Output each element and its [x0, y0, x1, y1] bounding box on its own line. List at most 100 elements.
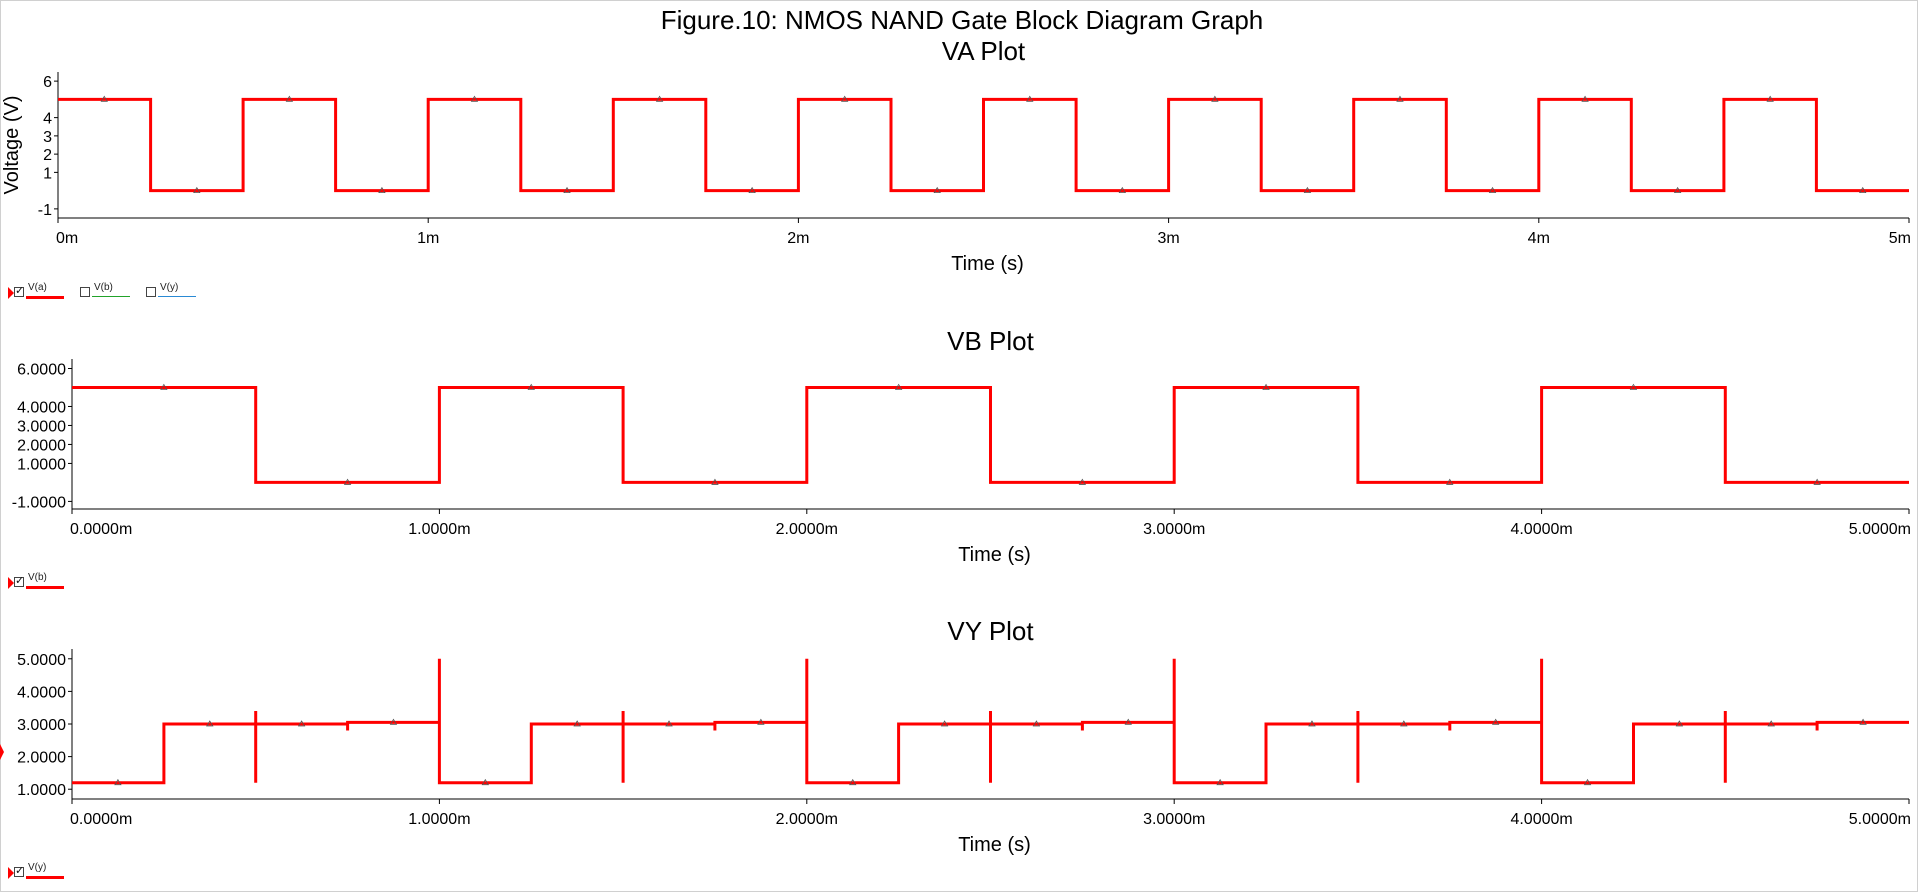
data-point-marker — [573, 720, 581, 727]
plot-3: VY Plot 5.0000 4.0000 3.0000 2.0000 1.00000.0… — [17, 616, 1911, 856]
data-point-marker — [1859, 186, 1867, 194]
y-tick-label: 1 — [43, 165, 52, 182]
legend-label: V(y) — [28, 862, 47, 873]
data-point-marker — [481, 778, 490, 786]
selected-arrow-icon — [8, 867, 14, 879]
legend-item-va[interactable]: V(a) — [8, 282, 68, 300]
legend-label: V(y) — [160, 282, 179, 293]
legend-checkbox[interactable] — [14, 864, 24, 877]
x-tick-label: 0m — [56, 230, 78, 247]
legend-item-vy[interactable]: V(y) — [8, 862, 68, 880]
data-point-marker — [1308, 720, 1316, 727]
legend-item-vb[interactable]: V(b) — [74, 282, 134, 300]
y-tick-label: -1 — [38, 202, 52, 219]
data-point-marker — [114, 778, 122, 786]
data-point-marker — [894, 383, 903, 390]
data-point-marker — [1767, 720, 1775, 727]
x-tick-label: 3.0000m — [1143, 811, 1205, 828]
series-line-vy — [72, 658, 1909, 785]
plot-title: VA Plot — [942, 36, 1026, 66]
legend-swatch — [26, 586, 64, 589]
y-tick-label: 4.0000 — [17, 684, 66, 701]
x-tick-label: 2.0000m — [776, 521, 838, 538]
data-point-marker — [1216, 778, 1224, 786]
figure-title: Figure.10: NMOS NAND Gate Block Diagram … — [661, 5, 1264, 35]
legend-item-vy[interactable]: V(y) — [140, 282, 200, 300]
legend-checkbox[interactable] — [14, 284, 24, 297]
x-axis-label: Time (s) — [951, 253, 1024, 275]
data-point-marker — [940, 720, 949, 727]
data-point-marker — [711, 478, 719, 485]
legend-swatch — [26, 296, 64, 299]
y-tick-label: 2 — [43, 147, 52, 164]
legend-checkbox[interactable] — [146, 287, 156, 297]
y-tick-label: 3.0000 — [17, 418, 66, 435]
y-tick-label: 1.0000 — [17, 782, 66, 799]
y-tick-label: 3 — [43, 129, 52, 146]
data-point-marker — [1262, 383, 1270, 390]
data-point-marker — [1581, 95, 1589, 102]
data-point-marker — [1813, 478, 1821, 485]
data-point-marker — [1446, 478, 1454, 485]
legend-item-vb[interactable]: V(b) — [8, 572, 68, 590]
data-point-marker — [1124, 718, 1132, 725]
selected-arrow-icon — [8, 287, 14, 299]
data-point-marker — [1396, 95, 1404, 102]
x-axis-label: Time (s) — [958, 834, 1031, 856]
x-tick-label: 3m — [1157, 230, 1179, 247]
data-point-marker — [527, 383, 535, 390]
x-axis-label: Time (s) — [958, 544, 1031, 566]
y-tick-label: -1.0000 — [12, 494, 66, 511]
selected-arrow-icon — [8, 577, 14, 589]
data-point-marker — [1118, 186, 1127, 194]
data-point-marker — [1583, 778, 1592, 786]
legend-label: V(a) — [28, 282, 47, 293]
y-tick-label: 6.0000 — [17, 361, 66, 378]
y-tick-label: 4.0000 — [17, 399, 66, 416]
data-point-marker — [1488, 186, 1497, 194]
data-point-marker — [1491, 718, 1500, 725]
data-point-marker — [206, 720, 214, 727]
y-tick-label: 5.0000 — [17, 652, 66, 669]
legend-swatch — [26, 876, 64, 879]
active-plot-marker — [0, 744, 4, 760]
data-point-marker — [100, 95, 108, 102]
data-point-marker — [1673, 186, 1682, 194]
data-point-marker — [748, 186, 756, 194]
x-tick-label: 1.0000m — [408, 521, 470, 538]
y-tick-label: 2.0000 — [17, 750, 66, 767]
legend-checkbox[interactable] — [14, 574, 24, 587]
x-tick-label: 5m — [1889, 230, 1911, 247]
data-point-marker — [1032, 720, 1041, 727]
x-tick-label: 2.0000m — [776, 811, 838, 828]
x-tick-label: 4m — [1528, 230, 1550, 247]
data-point-marker — [655, 95, 664, 102]
data-point-marker — [378, 186, 386, 194]
data-point-marker — [757, 718, 765, 725]
data-point-marker — [160, 383, 168, 390]
legend-checkbox[interactable] — [80, 287, 90, 297]
data-point-marker — [1026, 95, 1034, 102]
plot-title: VB Plot — [947, 326, 1034, 356]
x-tick-label: 1.0000m — [408, 811, 470, 828]
x-tick-label: 3.0000m — [1143, 521, 1205, 538]
x-tick-label: 1m — [417, 230, 439, 247]
x-tick-label: 4.0000m — [1510, 521, 1572, 538]
data-point-marker — [1859, 718, 1867, 725]
y-tick-label: 1.0000 — [17, 456, 66, 473]
y-tick-label: 6 — [43, 74, 52, 91]
x-tick-label: 4.0000m — [1510, 811, 1572, 828]
legend-swatch — [92, 296, 130, 297]
data-point-marker — [849, 778, 857, 786]
data-point-marker — [389, 718, 398, 725]
legend-swatch — [158, 296, 196, 297]
data-point-marker — [665, 720, 673, 727]
series-line-va — [58, 97, 1909, 193]
data-point-marker — [285, 95, 294, 102]
y-tick-label: 4 — [43, 111, 52, 128]
data-point-marker — [470, 95, 479, 102]
data-point-marker — [933, 186, 941, 194]
x-tick-label: 5.0000m — [1849, 811, 1911, 828]
